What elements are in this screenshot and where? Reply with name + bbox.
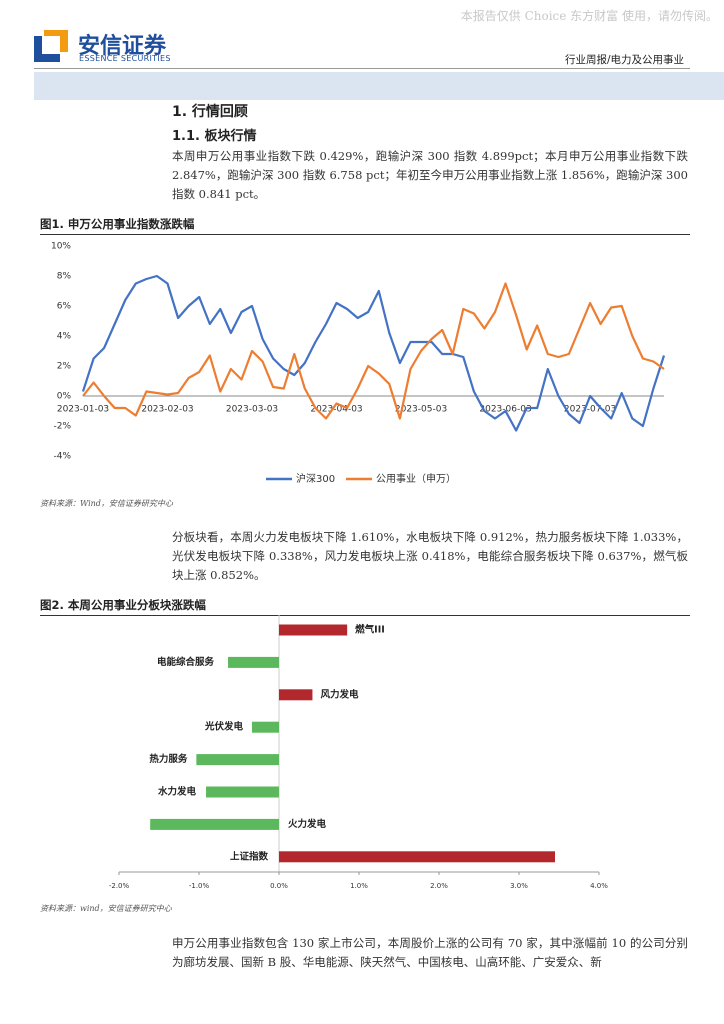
- x-tick-label: 2023-05-03: [395, 405, 447, 415]
- logo-icon: [34, 30, 68, 62]
- section-subtitle: 1.1. 板块行情: [172, 129, 257, 144]
- y-tick-label: 0%: [57, 392, 72, 402]
- section-title: 1. 行情回顾: [172, 104, 248, 120]
- paragraph: 分板块看，本周火力发电板块下降 1.610%，水电板块下降 0.912%，热力服…: [172, 530, 688, 582]
- bar: [206, 786, 279, 798]
- bar: [279, 624, 348, 636]
- category-label: 电能综合服务: [157, 656, 215, 668]
- x-tick-label: 2023-03-03: [226, 405, 278, 415]
- line-series: [81, 274, 666, 432]
- y-tick-label: 2%: [57, 362, 72, 372]
- bar: [196, 754, 279, 766]
- figure-title: 图2. 本周公用事业分板块涨跌幅: [40, 597, 690, 616]
- x-tick-label: -1.0%: [189, 882, 210, 890]
- bar: [279, 689, 313, 701]
- category-label: 火力发电: [288, 818, 327, 830]
- line-series: [82, 282, 665, 420]
- category-label: 水力发电: [158, 786, 197, 798]
- bar: [228, 656, 279, 668]
- y-tick-label: 6%: [57, 302, 72, 312]
- x-tick-label: 2023-07-03: [564, 405, 616, 415]
- y-tick-label: -4%: [53, 452, 71, 462]
- report-type: 行业周报/电力及公用事业: [564, 54, 684, 66]
- x-tick-label: 2.0%: [430, 882, 448, 890]
- x-tick-label: -2.0%: [109, 882, 130, 890]
- bar: [251, 721, 279, 733]
- x-tick-label: 3.0%: [510, 882, 528, 890]
- category-label: 上证指数: [230, 850, 269, 862]
- category-label: 燃气III: [355, 624, 385, 636]
- y-tick-label: 8%: [57, 272, 72, 282]
- figure-title: 图1. 申万公用事业指数涨跌幅: [40, 216, 690, 235]
- category-label: 风力发电: [320, 688, 359, 700]
- x-tick-label: 0.0%: [270, 882, 288, 890]
- category-label: 光伏发电: [204, 721, 244, 733]
- legend-label: 公用事业（申万）: [376, 472, 456, 485]
- bar: [279, 851, 555, 863]
- x-tick-label: 2023-01-03: [57, 405, 109, 415]
- x-tick-label: 1.0%: [350, 882, 368, 890]
- category-label: 热力服务: [149, 753, 188, 765]
- x-tick-label: 2023-06-03: [479, 405, 531, 415]
- x-tick-label: 4.0%: [590, 882, 608, 890]
- x-tick-label: 2023-02-03: [141, 405, 193, 415]
- x-tick-label: 2023-04-03: [310, 405, 362, 415]
- source: 资料来源：Wind，安信证券研究中心: [40, 499, 173, 508]
- header-rule: [34, 68, 690, 69]
- header-band: [34, 72, 724, 100]
- logo-name: 安信证券: [78, 34, 167, 59]
- bar: [150, 818, 279, 830]
- legend-label: 沪深300: [296, 472, 335, 485]
- y-tick-label: 10%: [51, 242, 71, 252]
- paragraph: 申万公用事业指数包含 130 家上市公司，本周股价上涨的公司有 70 家，其中涨…: [172, 936, 688, 969]
- y-tick-label: 4%: [57, 332, 72, 342]
- watermark: 本报告仅供 Choice 东方财富 使用，请勿传阅。: [460, 9, 718, 23]
- y-tick-label: -2%: [53, 422, 71, 432]
- logo-english: ESSENCE SECURITIES: [79, 54, 171, 63]
- source: 资料来源：wind，安信证券研究中心: [40, 904, 172, 913]
- paragraph: 本周申万公用事业指数下跌 0.429%，跑输沪深 300 指数 4.899pct…: [172, 149, 688, 201]
